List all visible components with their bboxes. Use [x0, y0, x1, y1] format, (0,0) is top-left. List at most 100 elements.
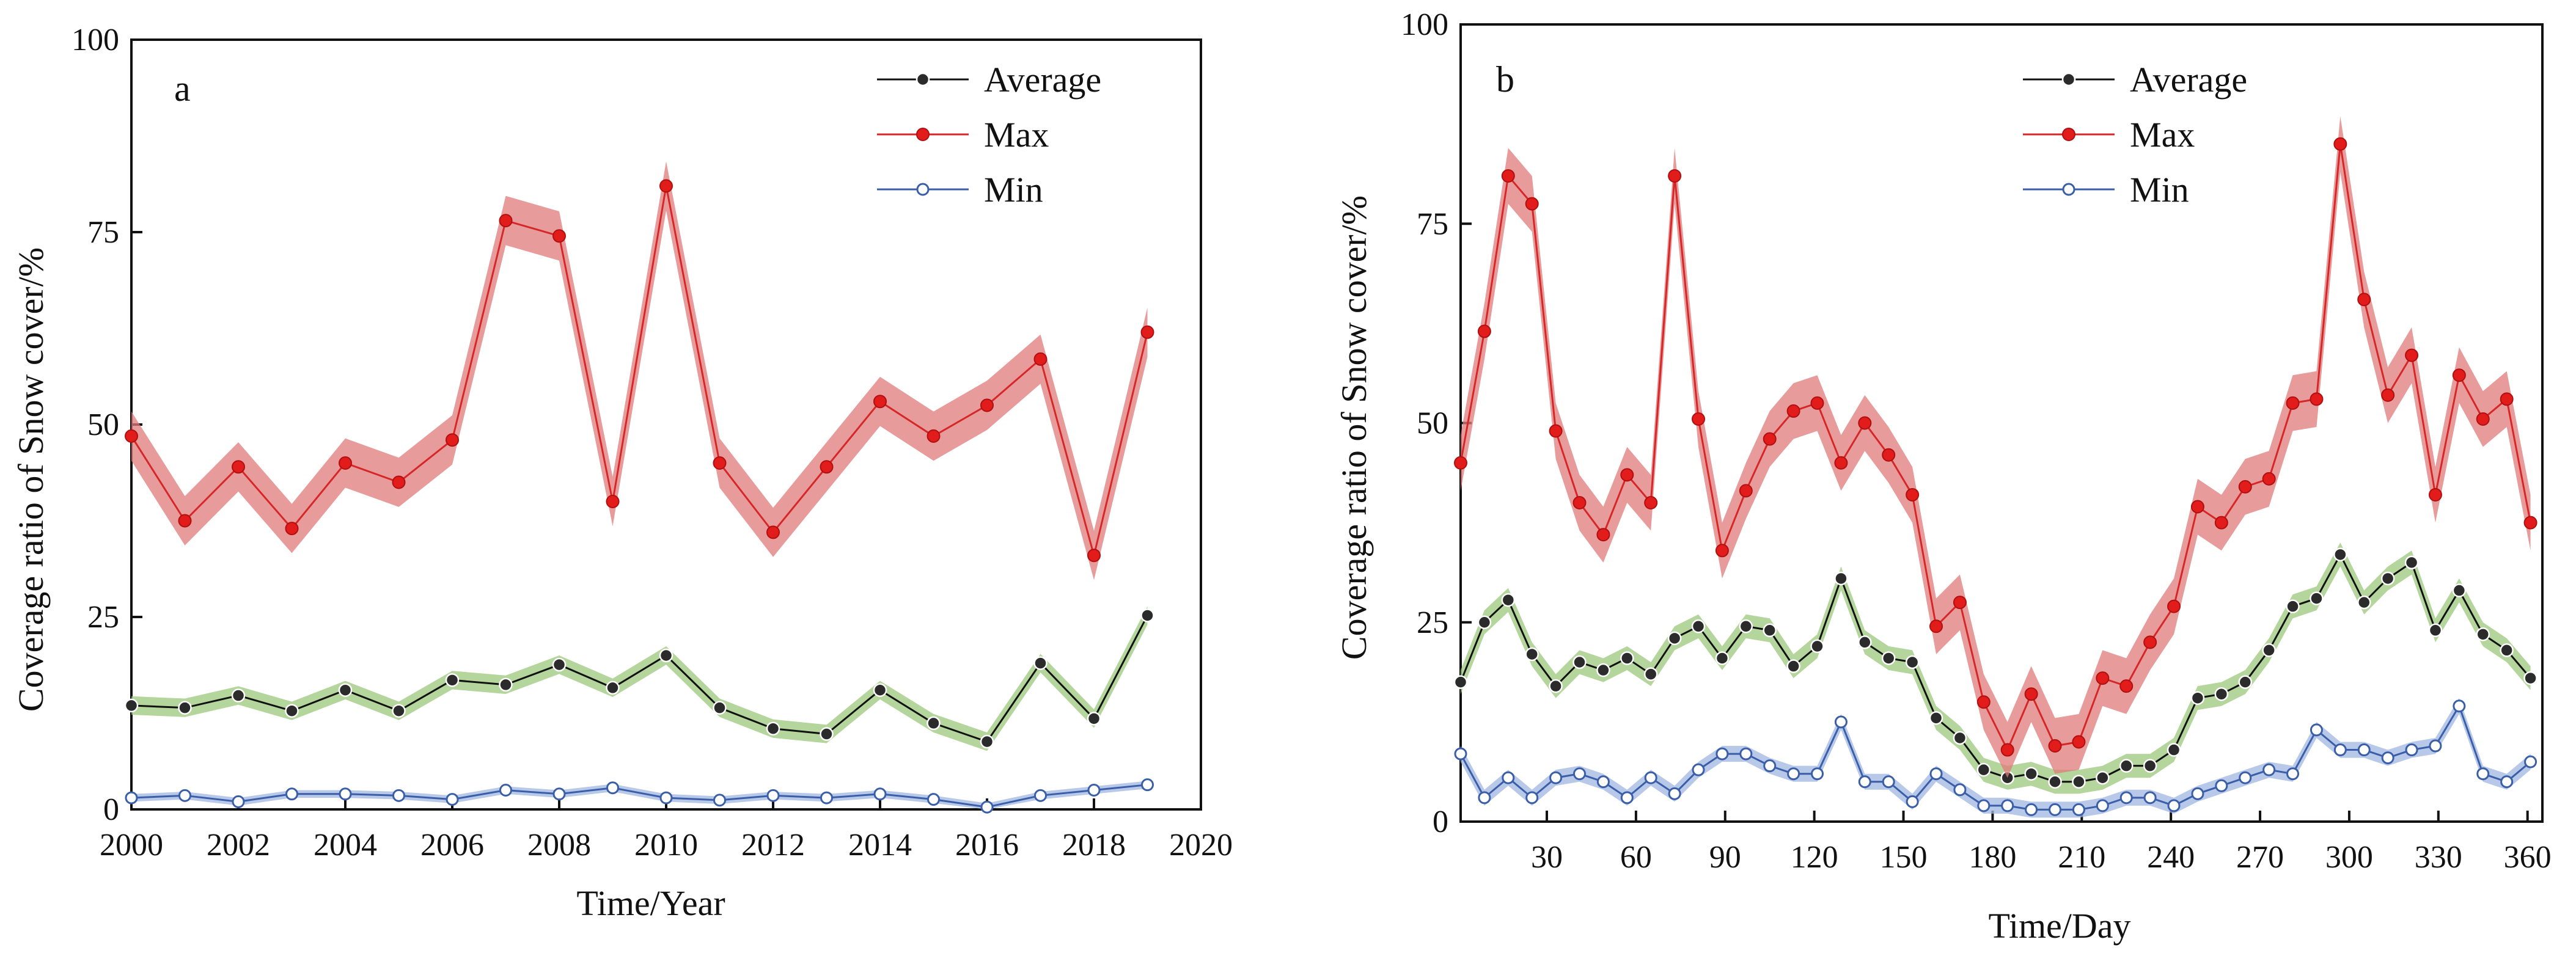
x-tick-label: 300 — [2325, 840, 2373, 875]
series-min — [125, 778, 1154, 814]
legend: Average Max Min — [2023, 60, 2247, 210]
data-point — [1906, 487, 1920, 502]
data-point — [1787, 767, 1800, 781]
data-point — [1858, 635, 1872, 649]
data-point — [2048, 739, 2062, 753]
legend-marker — [916, 128, 930, 141]
data-point — [2049, 803, 2062, 816]
x-tick-label: 90 — [1709, 840, 1741, 875]
data-point — [2143, 791, 2157, 805]
data-point — [1882, 448, 1896, 462]
data-point — [2072, 735, 2086, 749]
data-point — [2167, 799, 2181, 812]
legend-marker — [2061, 72, 2076, 87]
data-point — [1953, 783, 1967, 797]
data-point — [1087, 784, 1101, 797]
data-point — [1834, 715, 1848, 729]
data-point — [1715, 651, 1730, 665]
series-band — [131, 781, 1148, 809]
legend-label: Max — [2130, 115, 2195, 155]
data-point — [2333, 547, 2347, 562]
data-point — [446, 433, 459, 447]
data-point — [1858, 775, 1871, 789]
data-point — [339, 787, 352, 801]
data-point — [2143, 759, 2157, 773]
data-point — [1668, 787, 1681, 800]
data-point — [1811, 767, 1824, 781]
data-point — [1739, 484, 1753, 498]
data-point — [606, 781, 619, 795]
y-tick-label: 0 — [103, 792, 119, 827]
data-point — [1976, 695, 1991, 709]
data-point — [178, 701, 192, 715]
data-point — [766, 789, 780, 802]
data-point — [1692, 412, 1706, 426]
data-point — [1905, 655, 1920, 670]
data-point — [1882, 775, 1895, 789]
data-point — [124, 698, 139, 713]
data-point — [820, 460, 834, 474]
data-point — [1763, 432, 1777, 446]
x-tick-label: 2018 — [1062, 828, 1126, 863]
chart-panel-a: a Time/Year Coverage ratio of Snow cover… — [11, 23, 1233, 923]
data-point — [659, 648, 673, 663]
data-point — [1454, 456, 1467, 470]
data-point — [713, 456, 727, 470]
data-point — [1667, 631, 1682, 646]
data-point — [1477, 615, 1492, 629]
data-point — [2119, 759, 2134, 773]
data-point — [2500, 775, 2514, 789]
data-point — [2191, 787, 2204, 800]
data-point — [2523, 516, 2537, 530]
legend-marker — [916, 72, 930, 87]
data-point — [2190, 691, 2205, 705]
data-point — [285, 704, 299, 718]
data-point — [2476, 412, 2490, 426]
series-min — [1454, 698, 2537, 818]
data-point — [2214, 516, 2228, 530]
series-line — [1459, 552, 2531, 783]
data-point — [2072, 775, 2086, 789]
series-line — [130, 186, 1148, 556]
x-tick-label: 210 — [2058, 840, 2105, 875]
data-point — [2286, 599, 2300, 613]
data-point — [2357, 743, 2371, 757]
data-point — [2238, 675, 2252, 689]
data-point — [552, 787, 566, 801]
data-point — [392, 704, 406, 718]
data-point — [1929, 767, 1943, 781]
data-point — [2381, 388, 2395, 402]
series-max — [1454, 116, 2537, 778]
data-point — [1977, 799, 1991, 812]
series-line — [131, 615, 1148, 743]
data-point — [2310, 392, 2324, 406]
data-point — [1976, 762, 1991, 777]
data-point — [1620, 468, 1634, 482]
data-point — [1620, 791, 1634, 805]
series-band — [131, 606, 1148, 751]
legend: Average Max Min — [877, 60, 1101, 210]
series-average — [124, 606, 1154, 751]
x-tick-label: 2006 — [420, 828, 484, 863]
data-point — [2072, 803, 2085, 816]
data-point — [659, 179, 673, 193]
series-line — [1459, 704, 2531, 811]
y-axis-title: Coverage ratio of Snow cover/% — [1334, 195, 1374, 660]
data-point — [2524, 755, 2537, 768]
x-tick-label: 2012 — [741, 828, 805, 863]
data-point — [1715, 747, 1729, 761]
x-tick-label: 2008 — [527, 828, 591, 863]
data-point — [499, 677, 513, 692]
data-point — [1454, 747, 1467, 761]
data-point — [2453, 699, 2466, 713]
data-point — [285, 787, 298, 801]
data-point — [2215, 779, 2228, 792]
y-tick-label: 25 — [1417, 605, 1448, 640]
x-tick-label: 120 — [1791, 840, 1838, 875]
data-point — [1620, 651, 1634, 665]
data-point — [1501, 169, 1515, 183]
data-point — [1525, 791, 1539, 805]
data-point — [2428, 487, 2442, 502]
data-point — [1834, 571, 1848, 586]
